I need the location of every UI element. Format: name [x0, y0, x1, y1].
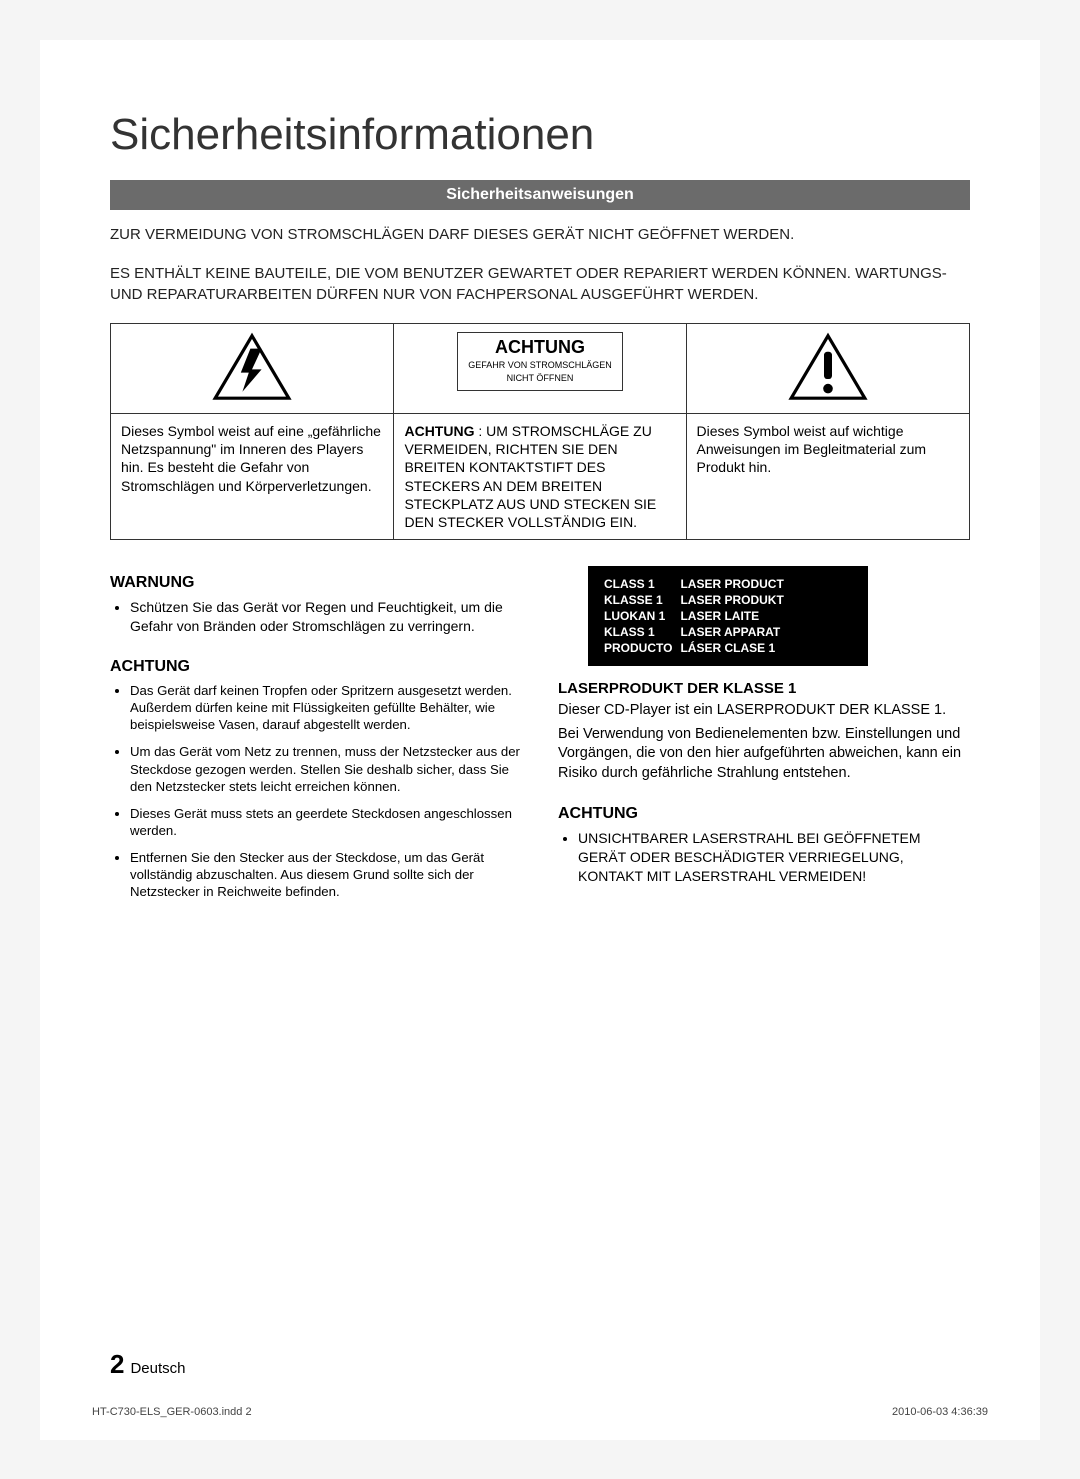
shock-symbol-cell — [111, 324, 394, 414]
intro-paragraph-1: ZUR VERMEIDUNG VON STROMSCHLÄGEN DARF DI… — [110, 224, 970, 245]
symbol-desc-1: Dieses Symbol weist auf eine „gefährlich… — [111, 414, 394, 540]
symbol-desc-2: ACHTUNG : UM STROMSCHLÄGE ZU VERMEIDEN, … — [394, 414, 686, 540]
laser-class-table: CLASS 1LASER PRODUCT KLASSE 1LASER PRODU… — [604, 576, 792, 656]
table-row: KLASS 1LASER APPARAT — [604, 624, 792, 640]
symbol-desc-3: Dieses Symbol weist auf wichtige Anweisu… — [686, 414, 969, 540]
laser-cell: LUOKAN 1 — [604, 608, 680, 624]
achtung-box-title: ACHTUNG — [468, 337, 612, 358]
lightning-triangle-icon — [212, 332, 292, 402]
laser-cell: LASER PRODUCT — [680, 576, 791, 592]
achtung-list-right: UNSICHTBARER LASERSTRAHL BEI GEÖFFNETEM … — [558, 829, 970, 886]
laser-cell: KLASSE 1 — [604, 592, 680, 608]
two-column-layout: WARNUNG Schützen Sie das Gerät vor Regen… — [110, 566, 970, 911]
laser-cell: LASER PRODUKT — [680, 592, 791, 608]
achtung-list-left: Das Gerät darf keinen Tropfen oder Sprit… — [110, 682, 522, 901]
laser-cell: KLASS 1 — [604, 624, 680, 640]
warnung-list: Schützen Sie das Gerät vor Regen und Feu… — [110, 598, 522, 636]
page-title: Sicherheitsinformationen — [110, 110, 970, 160]
achtung-heading-right: ACHTUNG — [558, 805, 970, 823]
laser-cell: CLASS 1 — [604, 576, 680, 592]
exclaim-symbol-cell — [686, 324, 969, 414]
table-row: LUOKAN 1LASER LAITE — [604, 608, 792, 624]
table-row: CLASS 1LASER PRODUCT — [604, 576, 792, 592]
laser-product-heading: LASERPRODUKT DER KLASSE 1 — [558, 680, 970, 697]
page-number-label: Deutsch — [130, 1360, 185, 1377]
right-column: CLASS 1LASER PRODUCT KLASSE 1LASER PRODU… — [558, 566, 970, 911]
exclamation-triangle-icon — [788, 332, 868, 402]
laser-paragraph-1: Dieser CD-Player ist ein LASERPRODUKT DE… — [558, 701, 970, 721]
warnung-heading: WARNUNG — [110, 574, 522, 592]
achtung-heading-left: ACHTUNG — [110, 658, 522, 676]
footer-filename: HT-C730-ELS_GER-0603.indd 2 — [92, 1406, 252, 1418]
page-number: 2 Deutsch — [110, 1349, 186, 1380]
document-page: Sicherheitsinformationen Sicherheitsanwe… — [40, 40, 1040, 1440]
laser-cell: PRODUCTO — [604, 640, 680, 656]
list-item: Dieses Gerät muss stets an geerdete Stec… — [130, 805, 522, 839]
list-item: Schützen Sie das Gerät vor Regen und Feu… — [130, 598, 522, 636]
page-number-digit: 2 — [110, 1349, 124, 1379]
laser-cell: LÁSER CLASE 1 — [680, 640, 791, 656]
achtung-box-cell: ACHTUNG GEFAHR VON STROMSCHLÄGEN NICHT Ö… — [394, 324, 686, 414]
table-row: KLASSE 1LASER PRODUKT — [604, 592, 792, 608]
warning-symbols-table: ACHTUNG GEFAHR VON STROMSCHLÄGEN NICHT Ö… — [110, 323, 970, 540]
achtung-rest-text: : UM STROMSCHLÄGE ZU VERMEIDEN, RICHTEN … — [404, 423, 656, 530]
list-item: Entfernen Sie den Stecker aus der Steckd… — [130, 849, 522, 900]
laser-class-box: CLASS 1LASER PRODUCT KLASSE 1LASER PRODU… — [588, 566, 868, 666]
achtung-box-sub2: NICHT ÖFFNEN — [468, 373, 612, 384]
laser-cell: LASER LAITE — [680, 608, 791, 624]
list-item: Das Gerät darf keinen Tropfen oder Sprit… — [130, 682, 522, 733]
list-item: Um das Gerät vom Netz zu trennen, muss d… — [130, 743, 522, 794]
laser-cell: LASER APPARAT — [680, 624, 791, 640]
achtung-caption-box: ACHTUNG GEFAHR VON STROMSCHLÄGEN NICHT Ö… — [457, 332, 623, 391]
table-row: PRODUCTOLÁSER CLASE 1 — [604, 640, 792, 656]
section-heading-bar: Sicherheitsanweisungen — [110, 180, 970, 210]
achtung-lead-label: ACHTUNG — [404, 423, 474, 439]
list-item: UNSICHTBARER LASERSTRAHL BEI GEÖFFNETEM … — [578, 829, 970, 886]
footer-timestamp: 2010-06-03 4:36:39 — [892, 1406, 988, 1418]
achtung-box-sub1: GEFAHR VON STROMSCHLÄGEN — [468, 360, 612, 371]
footer-metadata: HT-C730-ELS_GER-0603.indd 2 2010-06-03 4… — [92, 1406, 988, 1418]
left-column: WARNUNG Schützen Sie das Gerät vor Regen… — [110, 566, 522, 911]
laser-paragraph-2: Bei Verwendung von Bedienelementen bzw. … — [558, 725, 970, 784]
intro-paragraph-2: ES ENTHÄLT KEINE BAUTEILE, DIE VOM BENUT… — [110, 263, 970, 305]
